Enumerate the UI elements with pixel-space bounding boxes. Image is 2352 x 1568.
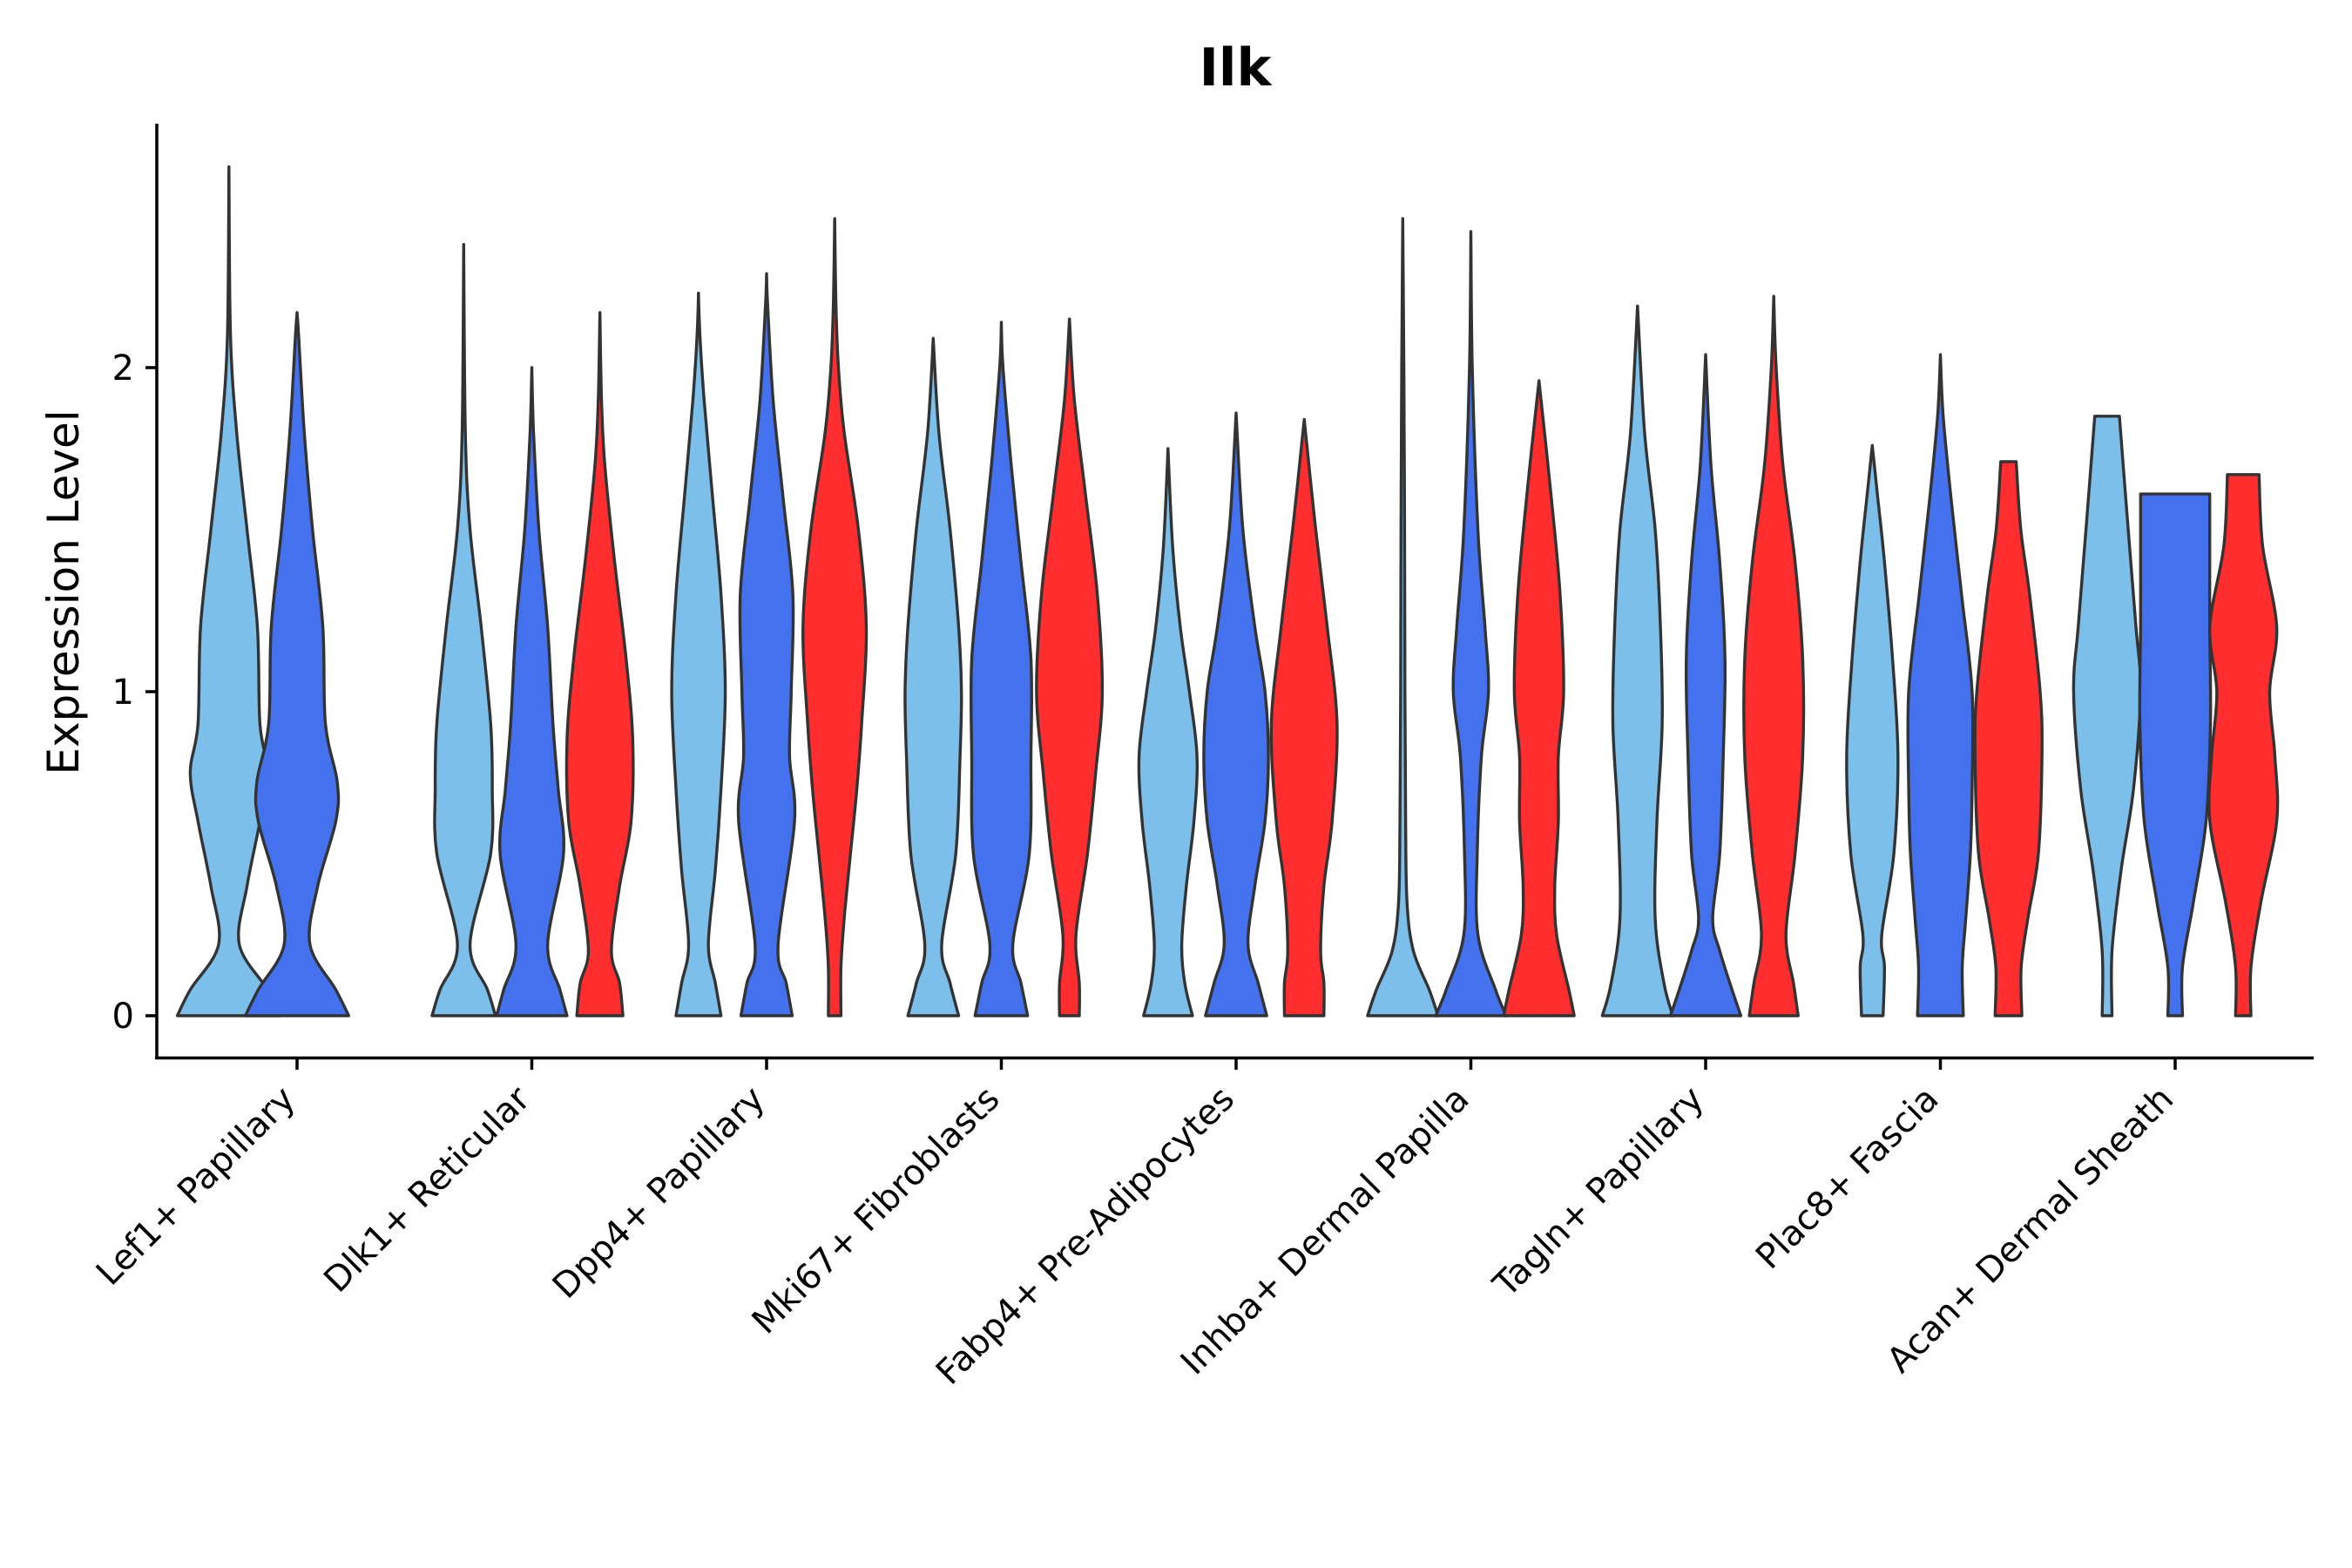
x-tick-label: Dpp4+ Papillary (545, 1079, 773, 1307)
violin-4-1 (1202, 411, 1270, 1017)
violin-2-1 (736, 272, 797, 1017)
violin-7-1 (1906, 353, 1975, 1017)
y-ticks: 0 1 2 (112, 348, 157, 1037)
violin-8-2 (2207, 473, 2280, 1017)
violin-6-0 (1600, 304, 1674, 1017)
y-tick-label: 2 (112, 348, 134, 389)
violin-5-2 (1502, 379, 1576, 1017)
violin-4-0 (1137, 447, 1199, 1017)
x-tick-label: Lef1+ Papillary (89, 1079, 303, 1294)
violin-2-2 (801, 217, 868, 1017)
x-tick-label: Plac8+ Fascia (1748, 1079, 1947, 1278)
violins-layer (175, 165, 2280, 1017)
violin-3-1 (969, 321, 1034, 1017)
violin-0-1 (244, 311, 350, 1017)
violin-3-2 (1035, 317, 1105, 1017)
violin-1-2 (564, 311, 635, 1017)
x-tick-label: Mki67+ Fibroblasts (745, 1079, 1008, 1342)
violin-8-0 (2072, 415, 2142, 1017)
violin-4-2 (1269, 417, 1339, 1017)
y-axis-label: Expression Level (38, 409, 89, 774)
violin-3-0 (903, 336, 963, 1017)
violin-6-2 (1742, 294, 1806, 1017)
chart-title: Ilk (1200, 37, 1274, 98)
violin-5-0 (1366, 217, 1440, 1017)
violin-5-1 (1434, 230, 1508, 1017)
y-tick-label: 1 (112, 672, 134, 713)
violin-0-0 (175, 165, 282, 1017)
violin-6-1 (1668, 353, 1743, 1017)
violin-8-1 (2138, 492, 2213, 1017)
violin-1-0 (430, 242, 497, 1017)
x-tick-label: Dlk1+ Reticular (316, 1078, 538, 1301)
violin-7-2 (1973, 460, 2044, 1017)
violin-2-0 (670, 291, 727, 1017)
violin-7-0 (1845, 443, 1900, 1017)
y-tick-label: 0 (112, 997, 134, 1037)
violin-1-1 (495, 366, 569, 1017)
x-tick-label: Tagln+ Papillary (1485, 1079, 1712, 1306)
x-ticks: Lef1+ Papillary Dlk1+ Reticular Dpp4+ Papi… (89, 1058, 2181, 1393)
